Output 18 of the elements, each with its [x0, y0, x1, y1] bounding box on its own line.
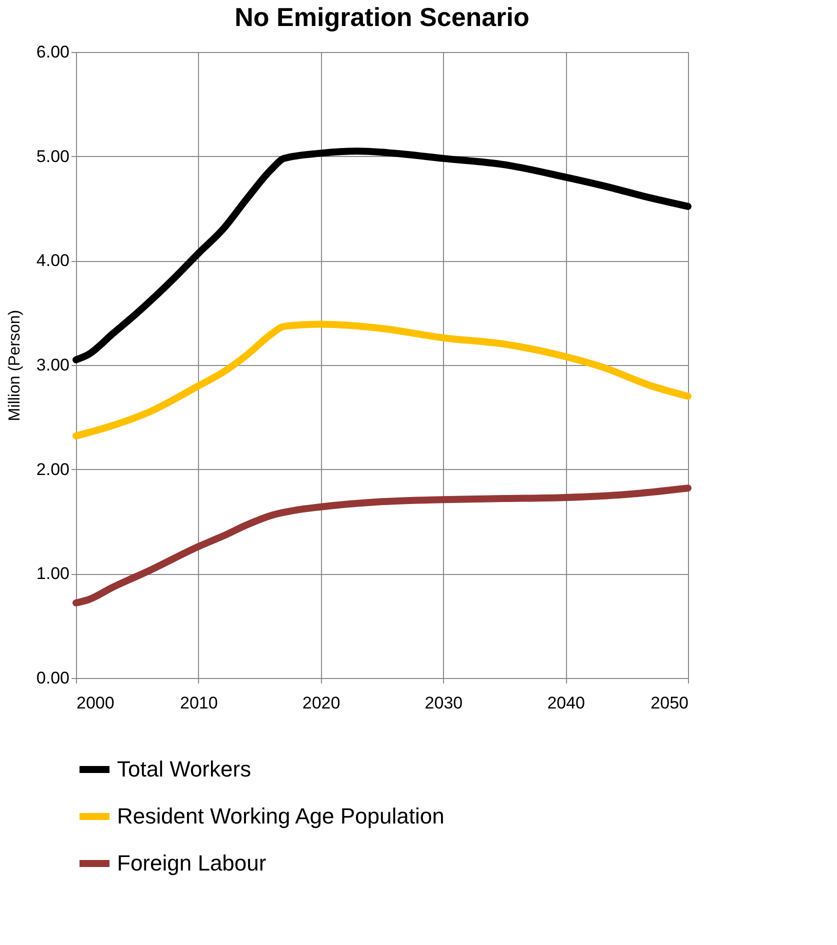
x-tick-label: 2030 — [424, 694, 463, 712]
y-tick-label: 4.00 — [36, 251, 70, 270]
x-tick-label: 2020 — [302, 694, 340, 712]
y-tick-label: 2.00 — [36, 460, 70, 479]
x-tick-label: 2000 — [76, 694, 114, 712]
chart-title: No Emigration Scenario — [234, 2, 530, 32]
y-tick-label: 5.00 — [36, 146, 70, 166]
y-tick-label: 3.00 — [36, 356, 70, 374]
y-tick-label: 6.00 — [36, 42, 70, 62]
y-tick-label: 0.00 — [36, 668, 70, 688]
legend-label: Resident Working Age Population — [117, 804, 444, 828]
legend-label: Foreign Labour — [117, 850, 266, 876]
x-tick-label: 2040 — [547, 694, 586, 712]
legend-label: Total Workers — [117, 756, 252, 782]
y-tick-label: 1.00 — [36, 564, 70, 584]
y-axis-title: Million (Person) — [6, 310, 24, 422]
x-tick-label: 2050 — [650, 694, 688, 712]
x-tick-label: 2010 — [180, 694, 218, 712]
